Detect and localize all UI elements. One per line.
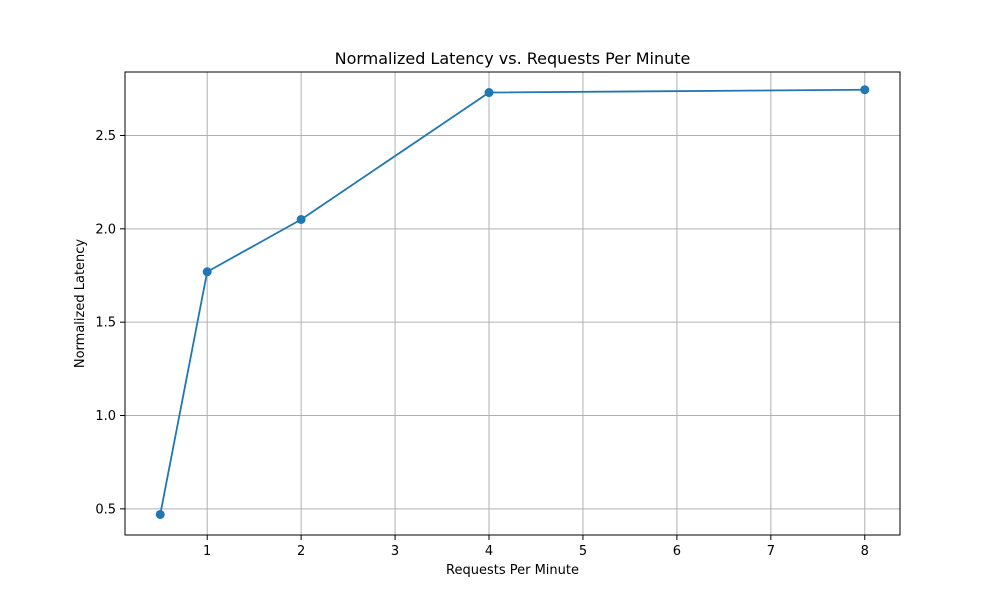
plot-area-frame (124, 71, 901, 536)
series-layer (155, 85, 870, 519)
x-axis-label: Requests Per Minute (446, 563, 579, 578)
x-tick-label: 1 (203, 544, 211, 559)
data-point (484, 88, 494, 98)
grid-layer (125, 72, 900, 535)
y-tick-label: 0.5 (95, 502, 116, 517)
x-tick-label: 5 (579, 544, 587, 559)
y-tick-label: 1.5 (95, 316, 116, 331)
y-tick-label: 2.0 (95, 222, 116, 237)
y-tick-label: 1.0 (95, 409, 116, 424)
y-tick-label: 2.5 (95, 129, 116, 144)
chart-title: Normalized Latency vs. Requests Per Minu… (335, 49, 691, 68)
x-tick-label: 6 (673, 544, 681, 559)
x-tick-label: 3 (391, 544, 399, 559)
tick-layer: 1 2 3 4 5 6 7 8 0.5 1.0 1.5 2.0 2.5 (95, 129, 869, 559)
x-tick-label: 2 (297, 544, 305, 559)
x-tick-label: 7 (767, 544, 775, 559)
data-point (860, 85, 870, 95)
x-tick-label: 4 (485, 544, 493, 559)
series-line (159, 88, 865, 515)
x-tick-label: 8 (861, 544, 869, 559)
data-point (202, 267, 212, 277)
data-point (296, 214, 306, 224)
y-axis-label: Normalized Latency (73, 239, 88, 369)
data-point (155, 509, 165, 519)
